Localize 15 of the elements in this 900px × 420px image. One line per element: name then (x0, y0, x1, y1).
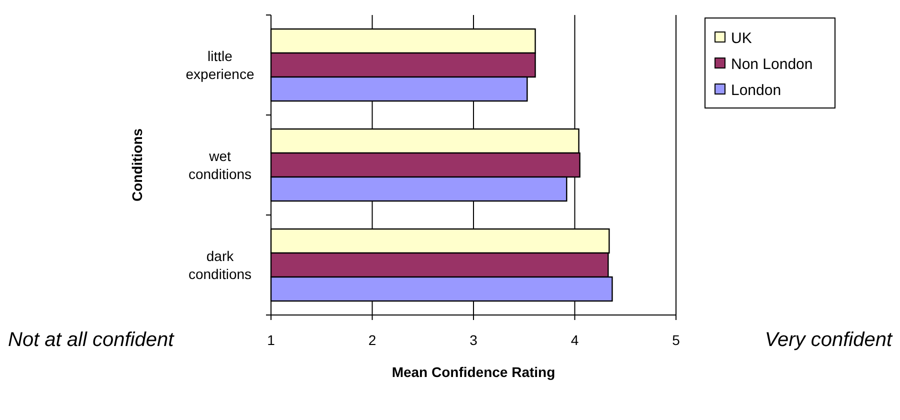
legend-label: UK (731, 30, 752, 47)
y-tick-label: little experience (186, 48, 254, 82)
x-tick-label: 3 (470, 332, 478, 348)
x-tick-label: 2 (368, 332, 376, 348)
x-tick-label: 5 (672, 332, 680, 348)
y-axis-title: Conditions (129, 128, 145, 202)
y-tick-label: wet conditions (188, 148, 252, 182)
y-tick-label: dark conditions (188, 248, 252, 282)
text: Not at all confident (8, 329, 176, 351)
legend-label: Non London (731, 56, 813, 73)
legend-label: London (731, 82, 782, 99)
x-tick-label: 1 (267, 332, 276, 348)
x-axis-title: Mean Confidence Rating (392, 364, 556, 380)
text: Very confident (764, 329, 894, 351)
x-tick-label: 4 (570, 332, 579, 348)
